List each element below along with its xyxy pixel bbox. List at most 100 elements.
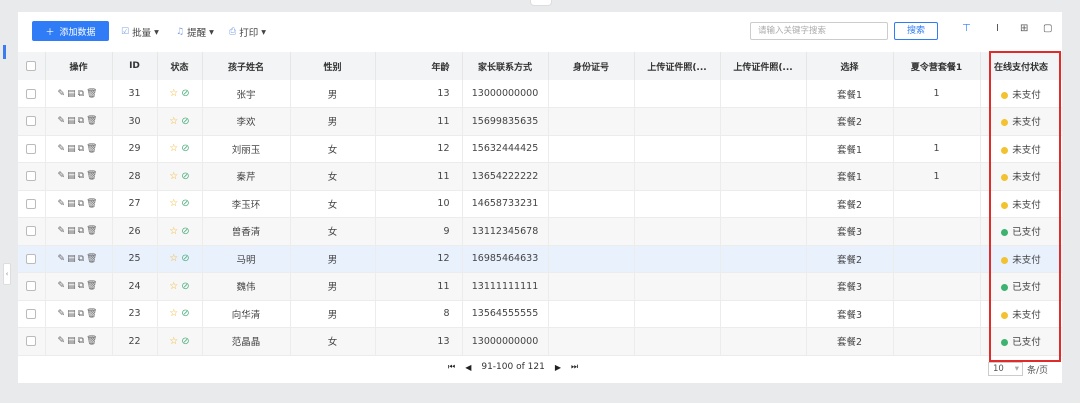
select-all-checkbox[interactable] [26,60,37,71]
table-row[interactable]: ✎▤⧉🗑 26 ☆ ⊘ 曾香清 女 9 13112345678 套餐3 已支付 [18,217,1063,246]
remind-dropdown[interactable]: ♫ 提醒 ▾ [176,26,214,40]
check-circle-icon[interactable]: ⊘ [181,335,190,347]
col-header[interactable]: 年龄 [375,52,463,80]
delete-icon[interactable]: 🗑 [86,226,100,237]
table-row[interactable]: ✎▤⧉🗑 23 ☆ ⊘ 向华清 男 8 13564555555 套餐3 未支付 [18,300,1063,328]
first-page-icon[interactable]: ⏮ [448,362,456,371]
delete-icon[interactable]: 🗑 [86,171,100,182]
check-circle-icon[interactable]: ⊘ [181,170,190,182]
edit-icon[interactable]: ✎ [57,226,68,237]
edit-icon[interactable]: ✎ [57,281,68,292]
search-input[interactable]: 请输入关键字搜索 [750,22,888,40]
row-checkbox[interactable] [26,308,37,319]
add-data-button[interactable]: ＋添加数据 [32,21,109,41]
col-header[interactable]: 在线支付状态 [980,52,1063,80]
star-icon[interactable]: ☆ [169,115,179,127]
col-header[interactable]: 状态 [157,52,203,80]
edit-icon[interactable]: ✎ [57,116,68,127]
view-icon[interactable]: ▤ [67,198,78,209]
last-page-icon[interactable]: ⏭ [570,362,579,371]
batch-dropdown[interactable]: ☑ 批量 ▾ [121,26,159,40]
col-header[interactable]: 上传证件照(... [720,52,807,80]
edit-icon[interactable]: ✎ [57,88,68,99]
view-icon[interactable]: ▤ [67,116,78,127]
edit-icon[interactable]: ✎ [57,308,68,319]
col-header[interactable]: 操作 [45,52,113,80]
row-checkbox[interactable] [26,171,37,182]
star-icon[interactable]: ☆ [169,280,179,292]
edit-icon[interactable]: ✎ [57,143,68,154]
filter-icon[interactable]: ⊤ [962,23,971,34]
check-circle-icon[interactable]: ⊘ [181,280,190,292]
edit-icon[interactable]: ✎ [57,171,68,182]
sidebar-toggle[interactable]: ‹ [3,263,11,285]
row-checkbox[interactable] [26,226,37,237]
check-circle-icon[interactable]: ⊘ [181,225,190,237]
edit-icon[interactable]: ✎ [57,253,68,264]
row-checkbox[interactable] [26,336,37,347]
top-collapse-handle[interactable] [530,0,552,6]
print-dropdown[interactable]: ⎙ 打印 ▾ [229,26,266,40]
delete-icon[interactable]: 🗑 [86,143,100,154]
row-checkbox[interactable] [26,281,37,292]
star-icon[interactable]: ☆ [169,143,179,155]
col-header[interactable]: ID [112,52,158,80]
prev-page-icon[interactable]: ◀ [465,362,472,372]
col-header[interactable]: 选择 [806,52,894,80]
view-icon[interactable]: ▤ [67,226,78,237]
view-icon[interactable]: ▤ [67,336,78,347]
delete-icon[interactable]: 🗑 [86,308,100,319]
row-checkbox[interactable] [26,116,37,127]
star-icon[interactable]: ☆ [169,170,179,182]
copy-icon[interactable]: ⧉ [77,116,87,127]
view-icon[interactable]: ▤ [67,88,78,99]
export-icon[interactable]: ▢ [1043,23,1053,34]
col-header[interactable]: 家长联系方式 [462,52,549,80]
next-page-icon[interactable]: ▶ [554,362,561,372]
copy-icon[interactable]: ⧉ [77,88,87,99]
check-circle-icon[interactable]: ⊘ [181,198,190,210]
star-icon[interactable]: ☆ [169,253,179,265]
delete-icon[interactable]: 🗑 [86,198,100,209]
row-checkbox[interactable] [26,143,37,154]
copy-icon[interactable]: ⧉ [77,281,87,292]
star-icon[interactable]: ☆ [169,335,179,347]
view-icon[interactable]: ▤ [67,308,78,319]
edit-icon[interactable]: ✎ [57,198,68,209]
copy-icon[interactable]: ⧉ [77,308,87,319]
col-header[interactable]: 身份证号 [548,52,635,80]
copy-icon[interactable]: ⧉ [77,226,87,237]
search-button[interactable]: 搜索 [894,22,938,40]
copy-icon[interactable]: ⧉ [77,143,87,154]
page-size-select[interactable]: 10 [988,362,1023,376]
delete-icon[interactable]: 🗑 [86,281,100,292]
delete-icon[interactable]: 🗑 [86,116,100,127]
table-row[interactable]: ✎▤⧉🗑 29 ☆ ⊘ 刘丽玉 女 12 15632444425 套餐1 1 未… [18,135,1063,163]
copy-icon[interactable]: ⧉ [77,253,87,264]
row-checkbox[interactable] [26,198,37,209]
row-height-icon[interactable]: Ι [996,23,999,34]
delete-icon[interactable]: 🗑 [86,336,100,347]
col-header[interactable]: 性别 [290,52,376,80]
star-icon[interactable]: ☆ [169,225,179,237]
star-icon[interactable]: ☆ [169,308,179,320]
edit-icon[interactable]: ✎ [57,336,68,347]
check-circle-icon[interactable]: ⊘ [181,88,190,99]
col-header[interactable]: 孩子姓名 [202,52,291,80]
col-header[interactable]: 上传证件照(... [634,52,721,80]
star-icon[interactable]: ☆ [169,198,179,210]
table-row[interactable]: ✎▤⧉🗑 27 ☆ ⊘ 李玉环 女 10 14658733231 套餐2 未支付 [18,190,1063,218]
table-row[interactable]: ✎▤⧉🗑 25 ☆ ⊘ 马明 男 12 16985464633 套餐2 未支付 [18,245,1063,273]
view-icon[interactable]: ▤ [67,253,78,264]
table-row[interactable]: ✎▤⧉🗑 31 ☆ ⊘ 张宇 男 13 13000000000 套餐1 1 未支… [18,80,1063,108]
check-circle-icon[interactable]: ⊘ [181,253,190,265]
col-header[interactable]: 夏令营套餐1 [893,52,981,80]
table-row[interactable]: ✎▤⧉🗑 24 ☆ ⊘ 魏伟 男 11 13111111111 套餐3 已支付 [18,272,1063,301]
delete-icon[interactable]: 🗑 [86,253,100,264]
columns-icon[interactable]: ⊞ [1020,23,1029,34]
table-row[interactable]: ✎▤⧉🗑 22 ☆ ⊘ 范晶晶 女 13 13000000000 套餐2 已支付 [18,327,1063,356]
delete-icon[interactable]: 🗑 [86,88,100,99]
copy-icon[interactable]: ⧉ [77,198,87,209]
copy-icon[interactable]: ⧉ [77,171,87,182]
view-icon[interactable]: ▤ [67,281,78,292]
